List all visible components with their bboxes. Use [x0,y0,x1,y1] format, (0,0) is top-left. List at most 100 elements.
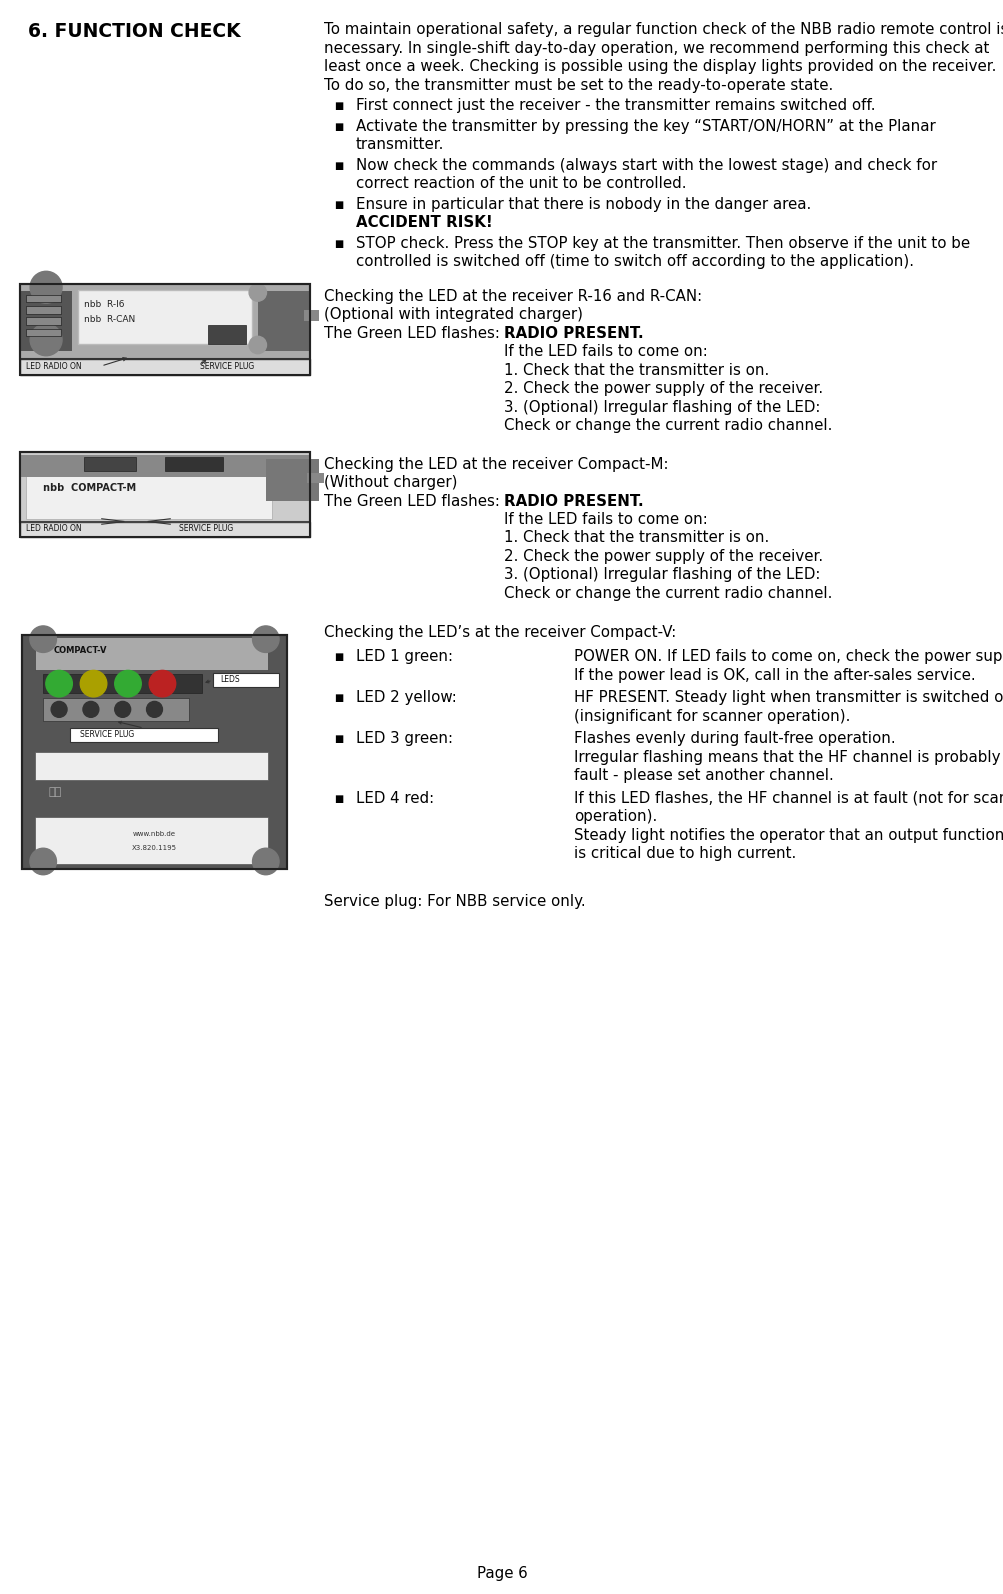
Bar [26,317,60,325]
Bar [20,451,310,521]
Circle shape [30,848,56,875]
Text: 2. Check the power supply of the receiver.: 2. Check the power supply of the receive… [504,381,822,395]
Text: Check or change the current radio channel.: Check or change the current radio channe… [504,418,831,434]
Text: correct reaction of the unit to be controlled.: correct reaction of the unit to be contr… [356,175,686,191]
Circle shape [149,671,176,697]
Text: (Optional with integrated charger): (Optional with integrated charger) [324,308,583,322]
Text: Service plug: For NBB service only.: Service plug: For NBB service only. [324,894,585,909]
Text: POWER ON. If LED fails to come on, check the power supply.: POWER ON. If LED fails to come on, check… [574,649,1003,665]
Bar [43,698,189,720]
FancyArrowPatch shape [118,722,141,727]
Text: LED 1 green:: LED 1 green: [356,649,452,665]
Text: LED RADIO ON: LED RADIO ON [26,362,81,370]
Text: ■: ■ [334,121,343,131]
Bar [78,290,252,343]
Text: Irregular flashing means that the HF channel is probably at: Irregular flashing means that the HF cha… [574,749,1003,765]
Text: Page 6: Page 6 [476,1565,527,1581]
Text: Checking the LED’s at the receiver Compact-V:: Checking the LED’s at the receiver Compa… [324,625,676,639]
Text: operation).: operation). [574,810,657,824]
Circle shape [249,284,266,301]
Text: ■: ■ [334,239,343,249]
Bar [26,306,60,314]
Text: HF PRESENT. Steady light when transmitter is switched on: HF PRESENT. Steady light when transmitte… [574,690,1003,705]
Text: 6. FUNCTION CHECK: 6. FUNCTION CHECK [28,22,241,41]
Text: Ensure in particular that there is nobody in the danger area.: Ensure in particular that there is nobod… [356,196,810,212]
Text: ■: ■ [334,161,343,171]
Bar [258,292,310,351]
Text: ■: ■ [334,693,343,703]
FancyArrowPatch shape [103,357,126,365]
Bar [35,818,268,864]
Text: Ⓒⓔ: Ⓒⓔ [48,786,62,797]
Text: Now check the commands (always start with the lowest stage) and check for: Now check the commands (always start wit… [356,158,936,172]
Text: ■: ■ [334,199,343,209]
Bar [35,638,268,669]
Text: controlled is switched off (time to switch off according to the application).: controlled is switched off (time to swit… [356,253,913,269]
Bar [83,457,135,472]
Text: The Green LED flashes:: The Green LED flashes: [324,325,499,341]
Text: SERVICE PLUG: SERVICE PLUG [180,524,234,532]
Text: Checking the LED at the receiver R-16 and R-CAN:: Checking the LED at the receiver R-16 an… [324,289,701,303]
Text: 3. (Optional) Irregular flashing of the LED:: 3. (Optional) Irregular flashing of the … [504,400,819,414]
Bar [43,674,202,693]
Text: necessary. In single-shift day-to-day operation, we recommend performing this ch: necessary. In single-shift day-to-day op… [324,40,988,56]
FancyArrowPatch shape [206,681,210,682]
Text: Checking the LED at the receiver Compact-M:: Checking the LED at the receiver Compact… [324,456,668,472]
Text: 1. Check that the transmitter is on.: 1. Check that the transmitter is on. [504,362,768,378]
Text: X3.820.1195: X3.820.1195 [131,845,177,851]
Text: LEDS: LEDS [221,676,240,684]
Circle shape [146,701,162,717]
Text: SERVICE PLUG: SERVICE PLUG [200,362,254,370]
Text: To maintain operational safety, a regular function check of the NBB radio remote: To maintain operational safety, a regula… [324,22,1003,37]
Text: (insignificant for scanner operation).: (insignificant for scanner operation). [574,708,850,724]
Text: LED 2 yellow:: LED 2 yellow: [356,690,456,705]
Bar [20,451,310,537]
Circle shape [253,626,279,652]
Bar [20,521,310,537]
Text: ACCIDENT RISK!: ACCIDENT RISK! [356,215,492,230]
Text: If the LED fails to come on:: If the LED fails to come on: [504,344,707,359]
Text: nbb  COMPACT-M: nbb COMPACT-M [43,483,136,493]
Bar [209,325,246,343]
Text: If the LED fails to come on:: If the LED fails to come on: [504,512,707,528]
Text: LED 3 green:: LED 3 green: [356,732,452,746]
Bar [26,328,60,336]
Text: To do so, the transmitter must be set to the ready-to-operate state.: To do so, the transmitter must be set to… [324,78,832,92]
Text: The Green LED flashes:: The Green LED flashes: [324,494,499,508]
Bar [20,284,310,359]
Text: LED RADIO ON: LED RADIO ON [26,524,81,532]
Circle shape [30,271,62,303]
Text: is critical due to high current.: is critical due to high current. [574,846,795,861]
Text: STOP check. Press the STOP key at the transmitter. Then observe if the unit to b: STOP check. Press the STOP key at the tr… [356,236,969,250]
Text: If this LED flashes, the HF channel is at fault (not for scanner: If this LED flashes, the HF channel is a… [574,791,1003,805]
Text: (Without charger): (Without charger) [324,475,457,489]
Text: RADIO PRESENT.: RADIO PRESENT. [504,494,643,508]
Circle shape [30,324,62,355]
FancyArrowPatch shape [202,360,206,363]
Text: ■: ■ [334,794,343,803]
Circle shape [51,701,67,717]
Circle shape [114,701,130,717]
Bar [304,309,318,320]
Circle shape [46,671,72,697]
Circle shape [30,626,56,652]
Text: 3. (Optional) Irregular flashing of the LED:: 3. (Optional) Irregular flashing of the … [504,567,819,582]
Bar [20,454,310,477]
Text: Flashes evenly during fault-free operation.: Flashes evenly during fault-free operati… [574,732,895,746]
Text: First connect just the receiver - the transmitter remains switched off.: First connect just the receiver - the tr… [356,97,875,113]
Text: transmitter.: transmitter. [356,137,444,151]
Text: ■: ■ [334,733,343,744]
Bar [164,457,223,472]
Circle shape [80,671,106,697]
Bar [20,292,72,351]
Text: www.nbb.de: www.nbb.de [132,830,176,837]
Circle shape [249,336,266,354]
Text: 1. Check that the transmitter is on.: 1. Check that the transmitter is on. [504,531,768,545]
Bar [307,472,324,483]
Text: fault - please set another channel.: fault - please set another channel. [574,768,832,783]
Text: If the power lead is OK, call in the after-sales service.: If the power lead is OK, call in the aft… [574,668,975,682]
Bar [26,295,60,303]
Bar [26,477,272,520]
Bar [35,751,268,779]
Circle shape [253,848,279,875]
